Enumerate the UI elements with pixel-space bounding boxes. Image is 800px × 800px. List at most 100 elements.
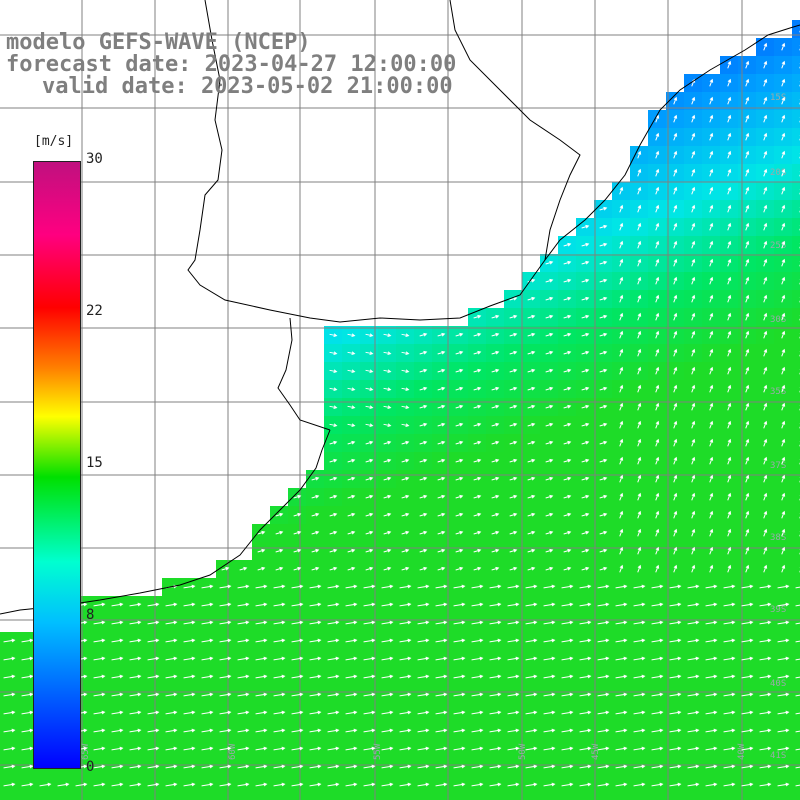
wind-arrow [727, 276, 732, 285]
wind-arrow [347, 476, 356, 481]
wind-arrow [633, 656, 646, 661]
wind-cell [144, 794, 162, 800]
wind-arrow [741, 584, 754, 589]
wind-arrow [525, 782, 538, 787]
wind-arrow [219, 638, 232, 643]
wind-arrow [763, 150, 768, 159]
wind-arrow [763, 132, 768, 141]
wind-arrow [691, 294, 696, 303]
wind-arrow [637, 384, 642, 393]
wind-arrow [615, 674, 628, 679]
wind-arrow [327, 620, 340, 625]
wind-arrow [219, 710, 232, 715]
wind-arrow [669, 746, 682, 751]
wind-arrow [363, 746, 376, 751]
wind-arrow [673, 348, 678, 357]
wind-arrow [619, 330, 624, 339]
wind-arrow [545, 386, 554, 391]
wind-arrow [745, 564, 750, 573]
wind-arrow [673, 420, 678, 429]
colorbar-tick: 30 [86, 151, 103, 167]
wind-arrow [597, 602, 610, 607]
wind-arrow [745, 528, 750, 537]
wind-arrow [237, 656, 250, 661]
wind-arrow [763, 204, 768, 213]
wind-cell [702, 794, 720, 800]
wind-arrow [777, 638, 790, 643]
wind-cell [792, 560, 800, 578]
wind-arrow [437, 458, 446, 463]
wind-arrow [345, 764, 358, 769]
wind-arrow [727, 258, 732, 267]
wind-arrow [329, 351, 338, 356]
wind-arrow [383, 530, 392, 535]
latitude-label: 30S [770, 315, 786, 325]
wind-arrow [329, 405, 338, 410]
wind-arrow [745, 168, 750, 177]
wind-arrow [363, 674, 376, 679]
wind-arrow [651, 746, 664, 751]
wind-arrow [383, 548, 392, 553]
wind-cell [684, 794, 702, 800]
wind-arrow [727, 402, 732, 411]
wind-arrow [633, 764, 646, 769]
wind-arrow [345, 692, 358, 697]
wind-arrow [165, 728, 178, 733]
latitude-label: 15S [770, 93, 786, 103]
wind-arrow [275, 566, 284, 571]
wind-arrow [637, 240, 642, 249]
wind-arrow [255, 638, 268, 643]
wind-cell [792, 524, 800, 542]
wind-arrow [709, 240, 714, 249]
wind-arrow [255, 674, 268, 679]
wind-arrow [669, 620, 682, 625]
wind-arrow [673, 384, 678, 393]
wind-arrow [365, 566, 374, 571]
wind-arrow [381, 584, 394, 589]
wind-arrow [727, 132, 732, 141]
wind-arrow [745, 312, 750, 321]
wind-arrow [473, 476, 482, 481]
wind-arrow [435, 764, 448, 769]
wind-arrow [329, 423, 338, 428]
wind-arrow [781, 258, 786, 267]
wind-arrow [183, 746, 196, 751]
wind-arrow [705, 638, 718, 643]
wind-arrow [691, 150, 696, 159]
wind-arrow [311, 566, 320, 571]
wind-arrow [795, 712, 800, 715]
wind-arrow [381, 674, 394, 679]
wind-arrow [291, 692, 304, 697]
wind-arrow [655, 456, 660, 465]
wind-arrow [219, 692, 232, 697]
wind-arrow [543, 710, 556, 715]
wind-arrow [345, 638, 358, 643]
latitude-label: 37S [770, 461, 786, 471]
wind-arrow [129, 602, 142, 607]
wind-arrow [471, 746, 484, 751]
wind-arrow [345, 674, 358, 679]
wind-arrow [327, 782, 340, 787]
wind-arrow [741, 674, 754, 679]
wind-arrow [345, 710, 358, 715]
wind-arrow [165, 656, 178, 661]
wind-arrow [183, 656, 196, 661]
wind-arrow [691, 564, 696, 573]
wind-arrow [763, 456, 768, 465]
wind-arrow [745, 348, 750, 357]
wind-arrow [417, 710, 430, 715]
wind-arrow [111, 692, 124, 697]
wind-arrow [255, 620, 268, 625]
wind-cell [162, 794, 180, 800]
wind-arrow [705, 674, 718, 679]
wind-arrow [673, 258, 678, 267]
wind-arrow [781, 402, 786, 411]
wind-cell [432, 794, 450, 800]
wind-arrow [709, 528, 714, 537]
wind-arrow [129, 674, 142, 679]
wind-cell [468, 794, 486, 800]
wind-arrow [687, 602, 700, 607]
wind-arrow [727, 474, 732, 483]
wind-arrow [563, 314, 572, 319]
wind-arrow [509, 494, 518, 499]
